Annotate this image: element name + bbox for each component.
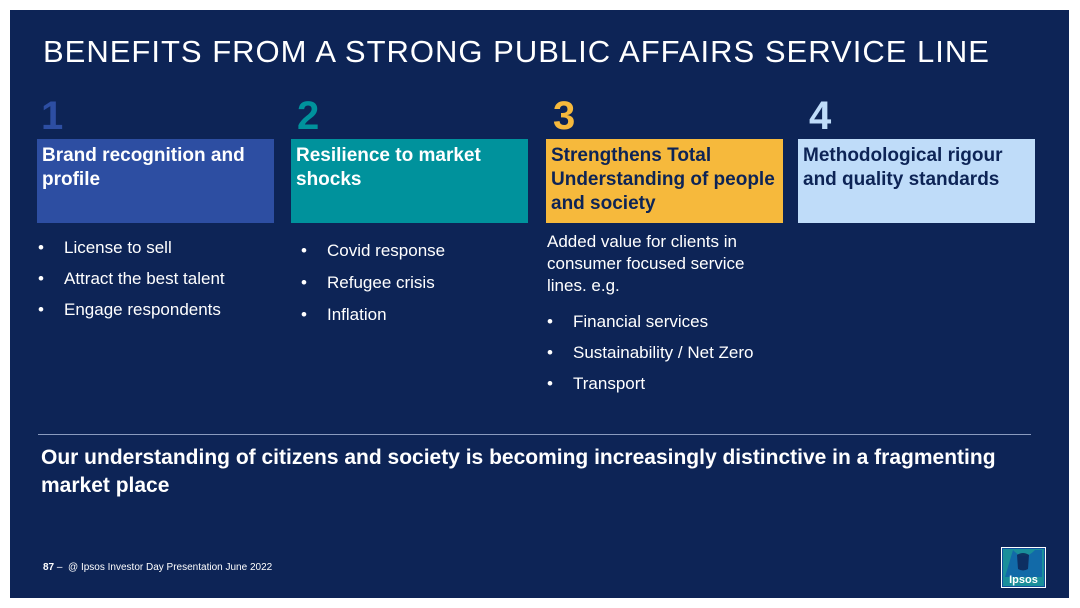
column-2-number: 2 [297, 94, 320, 138]
slide: BENEFITS FROM A STRONG PUBLIC AFFAIRS SE… [10, 10, 1069, 598]
list-item: • Financial services [547, 306, 753, 337]
bullet-dot: • [547, 312, 553, 331]
bullet-dot: • [38, 238, 44, 257]
column-3-bullet-list: • Financial services • Sustainability / Ne… [547, 306, 753, 399]
column-3-number: 3 [553, 94, 576, 138]
tagline: Our understanding of citizens and societ… [41, 446, 996, 497]
column-4-heading-box: Methodological rigour and quality standa… [798, 139, 1035, 223]
list-item-text: Financial services [573, 312, 709, 331]
list-item: • Inflation [301, 299, 445, 331]
logo-text: Ipsos [1009, 574, 1038, 586]
column-4-number: 4 [809, 94, 832, 138]
list-item-text: Refugee crisis [327, 273, 435, 292]
bullet-dot: • [301, 273, 307, 292]
ipsos-logo-icon: Ipsos [1001, 547, 1046, 588]
list-item-text: Engage respondents [64, 300, 221, 319]
footer-dash: – [56, 562, 63, 573]
list-item-text: Sustainability / Net Zero [573, 343, 754, 362]
column-3-heading-box: Strengthens Total Understanding of peopl… [546, 139, 783, 223]
slide-title: BENEFITS FROM A STRONG PUBLIC AFFAIRS SE… [43, 34, 990, 69]
column-2-bullet-list: • Covid response • Refugee crisis • Inflati… [301, 235, 445, 331]
footer-text: @ Ipsos Investor Day Presentation June 2… [68, 562, 273, 573]
column-2-heading: Resilience to market shocks [296, 145, 481, 190]
list-item: • Transport [547, 368, 753, 399]
column-1-number: 1 [41, 94, 64, 138]
bullet-dot: • [301, 305, 307, 324]
bullet-dot: • [301, 241, 307, 260]
list-item: • Engage respondents [38, 294, 225, 325]
bullet-dot: • [38, 300, 44, 319]
list-item: • License to sell [38, 232, 225, 263]
column-1-heading: Brand recognition and profile [42, 145, 245, 190]
list-item-text: Attract the best talent [64, 269, 225, 288]
list-item: • Covid response [301, 235, 445, 267]
column-4-heading: Methodological rigour and quality standa… [803, 145, 1003, 190]
bullet-dot: • [547, 374, 553, 393]
column-2-heading-box: Resilience to market shocks [291, 139, 528, 223]
list-item-text: Transport [573, 374, 646, 393]
column-1-heading-box: Brand recognition and profile [37, 139, 274, 223]
column-3-intro: Added value for clients in consumer focu… [547, 232, 745, 295]
column-1-bullet-list: • License to sell • Attract the best talen… [38, 232, 225, 325]
list-item: • Attract the best talent [38, 263, 225, 294]
footer: 87 – @ Ipsos Investor Day Presentation J… [43, 562, 272, 573]
list-item-text: License to sell [64, 238, 172, 257]
page-number: 87 [43, 562, 55, 573]
divider [38, 434, 1031, 435]
list-item-text: Inflation [327, 305, 387, 324]
list-item-text: Covid response [327, 241, 446, 260]
list-item: • Refugee crisis [301, 267, 445, 299]
column-3-heading: Strengthens Total Understanding of peopl… [551, 145, 775, 214]
bullet-dot: • [547, 343, 553, 362]
list-item: • Sustainability / Net Zero [547, 337, 753, 368]
bullet-dot: • [38, 269, 44, 288]
